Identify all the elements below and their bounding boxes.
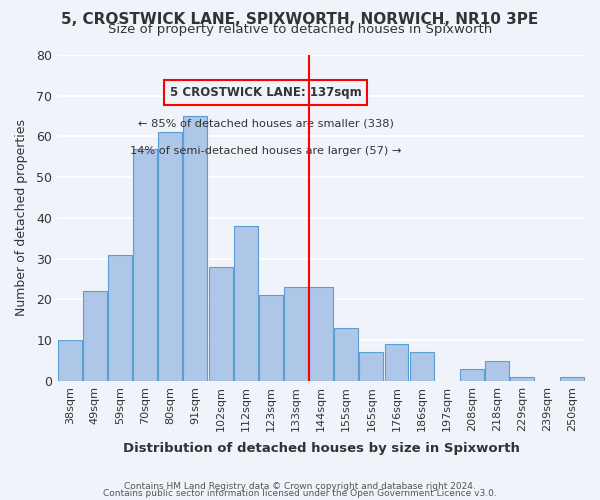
Bar — [184, 116, 208, 381]
Bar — [334, 328, 358, 381]
Text: Contains HM Land Registry data © Crown copyright and database right 2024.: Contains HM Land Registry data © Crown c… — [124, 482, 476, 491]
Text: 14% of semi-detached houses are larger (57) →: 14% of semi-detached houses are larger (… — [130, 146, 401, 156]
Y-axis label: Number of detached properties: Number of detached properties — [15, 120, 28, 316]
Bar — [460, 368, 484, 381]
Bar — [510, 377, 534, 381]
Text: 5 CROSTWICK LANE: 137sqm: 5 CROSTWICK LANE: 137sqm — [170, 86, 362, 99]
Bar — [259, 296, 283, 381]
Bar — [209, 267, 233, 381]
Text: ← 85% of detached houses are smaller (338): ← 85% of detached houses are smaller (33… — [138, 118, 394, 128]
Bar — [234, 226, 257, 381]
Text: Contains public sector information licensed under the Open Government Licence v3: Contains public sector information licen… — [103, 490, 497, 498]
Bar — [58, 340, 82, 381]
Bar — [108, 254, 132, 381]
Text: Size of property relative to detached houses in Spixworth: Size of property relative to detached ho… — [108, 22, 492, 36]
Bar — [158, 132, 182, 381]
Bar — [560, 377, 584, 381]
Text: 5, CROSTWICK LANE, SPIXWORTH, NORWICH, NR10 3PE: 5, CROSTWICK LANE, SPIXWORTH, NORWICH, N… — [61, 12, 539, 28]
Bar — [284, 287, 308, 381]
X-axis label: Distribution of detached houses by size in Spixworth: Distribution of detached houses by size … — [122, 442, 520, 455]
Bar — [133, 148, 157, 381]
Bar — [83, 292, 107, 381]
Bar — [410, 352, 434, 381]
Bar — [385, 344, 409, 381]
Bar — [485, 360, 509, 381]
Bar — [309, 287, 333, 381]
Bar — [359, 352, 383, 381]
